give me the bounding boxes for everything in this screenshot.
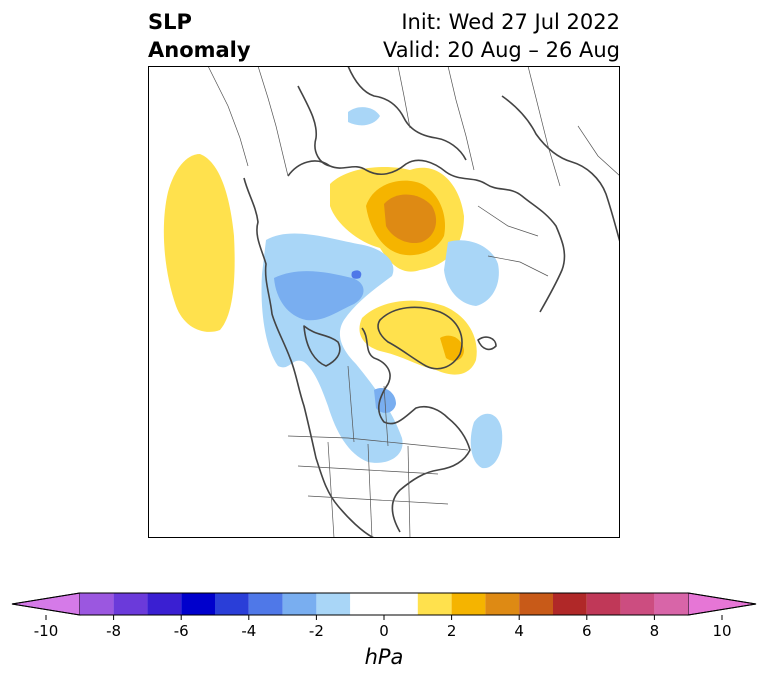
colorbar-cell xyxy=(586,593,621,615)
coastlines xyxy=(243,66,620,538)
colorbar-cell xyxy=(181,593,215,615)
colorbar-tick-label: -6 xyxy=(174,622,189,638)
colorbar-cell xyxy=(350,593,418,615)
valid-range: Valid: 20 Aug – 26 Aug xyxy=(382,38,620,62)
colorbar-tick-label: 2 xyxy=(447,622,457,638)
colorbar-cell xyxy=(79,593,114,615)
colorbar-tick-label: -10 xyxy=(34,622,59,638)
date-info: Init: Wed 27 Jul 2022 Valid: 20 Aug – 26… xyxy=(383,8,620,64)
colorbar-cell xyxy=(485,593,520,615)
country-borders xyxy=(207,66,620,538)
negative-anomaly-east-atlantic xyxy=(444,240,499,306)
colorbar-extend-low xyxy=(11,592,81,616)
colorbar-cells xyxy=(11,592,757,616)
colorbar-cell xyxy=(553,593,587,615)
init-date: Init: Wed 27 Jul 2022 xyxy=(401,10,620,34)
title-line-2: Anomaly xyxy=(148,38,251,62)
colorbar-cell xyxy=(248,593,283,615)
anomaly-contours xyxy=(163,107,503,469)
colorbar-tick-label: -2 xyxy=(309,622,324,638)
colorbar-tick-label: 10 xyxy=(712,622,731,638)
colorbar-tick-label: 4 xyxy=(514,622,524,638)
colorbar-cell xyxy=(215,593,249,615)
colorbar-tick-label: 0 xyxy=(379,622,389,638)
colorbar-cell xyxy=(519,593,553,615)
positive-anomaly-pacific xyxy=(163,154,235,332)
colorbar-units: hPa xyxy=(364,645,404,669)
colorbar-cell xyxy=(620,593,655,615)
positive-anomaly-greenland-core xyxy=(440,335,464,361)
colorbar-outline xyxy=(11,592,757,616)
chart-title: SLP Anomaly xyxy=(148,8,251,64)
map-frame xyxy=(148,66,620,538)
colorbar-ticks: -10 -8 -6 -4 -2 0 2 4 6 8 10 xyxy=(34,615,732,638)
negative-anomaly-min xyxy=(351,270,362,279)
colorbar: -10 -8 -6 -4 -2 0 2 4 6 8 10 xyxy=(11,592,757,638)
map-panel xyxy=(148,66,620,538)
negative-anomaly-atlantic xyxy=(470,413,503,469)
positive-anomaly-arctic-max xyxy=(384,194,437,244)
colorbar-cell xyxy=(417,593,452,615)
negative-anomaly-europe xyxy=(348,107,380,126)
colorbar-cell xyxy=(113,593,148,615)
colorbar-tick-label: 6 xyxy=(582,622,592,638)
colorbar-cell xyxy=(147,593,182,615)
colorbar-extend-high xyxy=(687,592,757,616)
colorbar-cell xyxy=(654,593,689,615)
colorbar-cell xyxy=(316,593,351,615)
colorbar-tick-label: -4 xyxy=(241,622,256,638)
title-line-1: SLP xyxy=(148,10,192,34)
negative-anomaly-canada-core xyxy=(274,271,364,321)
colorbar-cell xyxy=(282,593,317,615)
colorbar-tick-label: 8 xyxy=(650,622,660,638)
colorbar-cell xyxy=(451,593,486,615)
colorbar-tick-label: -8 xyxy=(106,622,121,638)
